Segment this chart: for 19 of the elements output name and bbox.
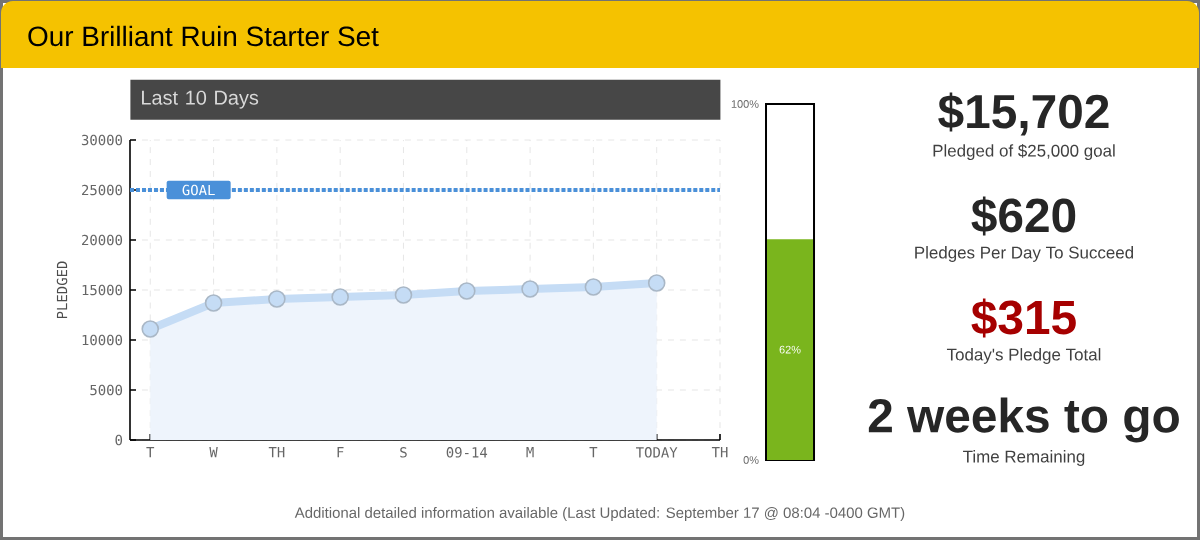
text: $620	[971, 196, 1076, 236]
text: $315	[971, 298, 1076, 338]
text: Time Remaining	[963, 450, 1085, 466]
text: Today's Pledge Total	[946, 348, 1101, 364]
point	[584, 278, 603, 296]
text: Pledges Per Day To Succeed	[915, 246, 1134, 262]
point	[141, 320, 160, 338]
point	[268, 290, 286, 308]
point	[331, 288, 349, 306]
point	[521, 280, 539, 298]
text: Our Brilliant Ruin Starter Set	[28, 25, 379, 47]
text: 2 weeks to go	[868, 397, 1179, 443]
point	[457, 282, 476, 300]
text: Pledged of $25,000 goal	[933, 143, 1115, 161]
point	[394, 286, 413, 304]
point	[204, 294, 223, 312]
point	[647, 274, 666, 292]
text: $15,702	[938, 92, 1109, 136]
chart-title: Last 10 Days	[142, 90, 259, 109]
